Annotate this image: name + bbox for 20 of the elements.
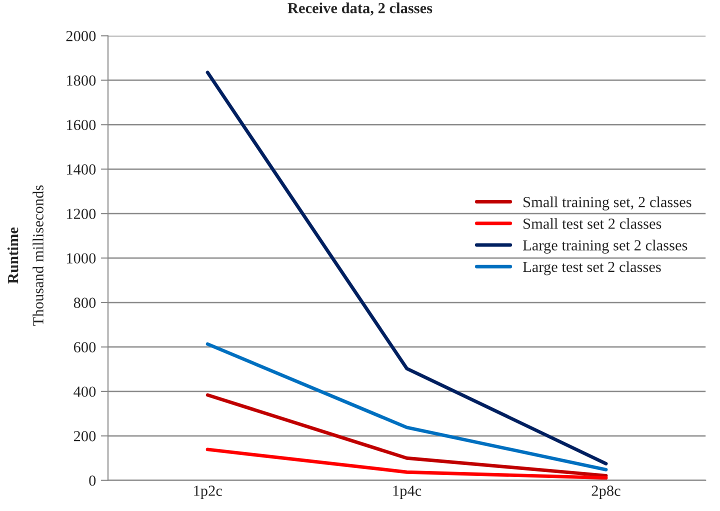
y-tick-label: 1400: [66, 164, 96, 175]
legend-label: Large test set 2 classes: [522, 261, 661, 276]
y-tick-label: 1000: [66, 253, 96, 264]
y-axis-title: Runtime Thousand milliseconds: [7, 185, 44, 326]
y-tick-label: 800: [74, 298, 96, 308]
legend-label: Large training set 2 classes: [522, 240, 688, 254]
y-tick-label: 400: [74, 386, 96, 397]
y-tick-label: 1200: [66, 208, 96, 220]
legend-label: Small training set, 2 classes: [524, 196, 692, 210]
y-tick-label: 1600: [66, 120, 96, 130]
y-tick-label: 2000: [66, 30, 96, 42]
x-tick-label: 2p8c: [592, 486, 620, 500]
chart-title: Receive data, 2 classes: [288, 2, 432, 16]
x-tick-label: 1p2c: [194, 486, 222, 500]
y-tick-label: 600: [74, 342, 96, 352]
y-tick-label: 1800: [66, 75, 96, 86]
y-tick-label: 0: [89, 475, 96, 486]
legend-label: Small test set 2 classes: [524, 218, 662, 229]
x-tick-label: 1p4c: [393, 486, 422, 500]
y-tick-label: 200: [74, 431, 96, 442]
